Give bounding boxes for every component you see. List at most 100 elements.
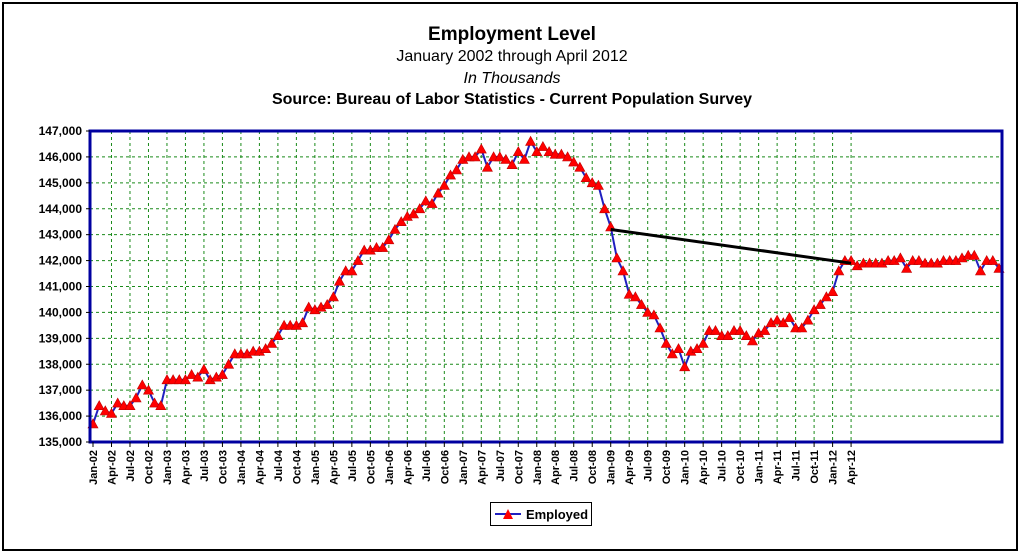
x-tick-label: Apr-06 <box>402 450 414 485</box>
data-point <box>198 363 210 374</box>
y-tick-label: 142,000 <box>39 254 83 268</box>
x-tick-label: Apr-11 <box>772 450 784 484</box>
data-point <box>130 392 142 403</box>
data-point <box>451 164 463 175</box>
data-point <box>124 400 136 411</box>
x-tick-label: Jan-09 <box>606 450 618 485</box>
data-point <box>623 288 635 299</box>
data-point <box>555 148 567 159</box>
x-tick-label: Jul-02 <box>125 450 137 482</box>
x-tick-label: Oct-05 <box>365 450 377 484</box>
data-point <box>512 146 524 156</box>
x-tick-label: Jan-05 <box>310 450 322 485</box>
data-point <box>389 223 401 234</box>
data-point <box>420 195 432 206</box>
chart-title: Employment Level <box>428 24 596 45</box>
data-point <box>783 311 795 322</box>
data-point <box>746 335 759 346</box>
data-point <box>679 361 691 372</box>
data-point <box>642 306 654 317</box>
data-point <box>149 397 161 408</box>
y-tick-label: 143,000 <box>39 228 83 242</box>
data-point <box>475 143 487 154</box>
x-tick-label: Jan-12 <box>828 450 840 485</box>
data-point <box>272 330 284 341</box>
data-point <box>562 151 574 162</box>
x-tick-label: Apr-12 <box>846 450 858 485</box>
data-point <box>759 324 771 335</box>
data-point <box>223 358 235 369</box>
data-point <box>142 384 155 395</box>
y-tick-label: 135,000 <box>39 435 83 449</box>
data-point <box>722 330 734 341</box>
data-point <box>105 407 118 418</box>
x-tick-label: Jan-03 <box>162 450 174 485</box>
data-point <box>525 135 537 146</box>
series-line-employed <box>92 139 1000 425</box>
data-point <box>346 265 358 276</box>
data-point <box>796 322 808 333</box>
x-tick-label: Jul-11 <box>791 450 803 481</box>
data-point <box>734 324 746 335</box>
data-point <box>974 265 987 276</box>
data-point <box>438 179 450 190</box>
data-point <box>407 208 420 219</box>
data-point <box>635 298 648 309</box>
x-tick-label: Jul-06 <box>421 450 433 482</box>
data-point <box>216 368 228 379</box>
data-point <box>586 177 598 188</box>
data-point <box>709 324 722 335</box>
x-tick-label: Oct-11 <box>809 450 821 484</box>
x-tick-label: Jan-11 <box>754 450 766 484</box>
chart-source: Source: Bureau of Labor Statistics - Cur… <box>271 91 753 108</box>
y-tick-label: 141,000 <box>39 280 83 294</box>
data-point <box>691 343 703 354</box>
data-point <box>266 337 278 348</box>
x-tick-label: Apr-03 <box>180 450 192 485</box>
data-point <box>136 379 148 390</box>
legend-swatch-employed <box>494 509 521 519</box>
x-tick-label: Jul-03 <box>199 450 211 482</box>
x-tick-label: Jul-04 <box>273 449 285 482</box>
x-tick-label: Oct-06 <box>439 450 451 484</box>
data-point <box>481 161 493 172</box>
data-point <box>426 197 438 208</box>
x-tick-label: Apr-04 <box>254 449 266 485</box>
x-tick-label: Jan-10 <box>680 450 692 485</box>
data-point <box>297 317 309 328</box>
data-point <box>179 374 191 385</box>
x-axis-ticks: Jan-02 Apr-02 Jul-02 Oct-02 Jan-03 Apr-03 Jul-… <box>88 442 858 485</box>
data-point <box>469 151 481 162</box>
data-point <box>913 254 925 265</box>
data-point <box>660 337 672 348</box>
x-tick-label: Oct-03 <box>217 450 229 484</box>
data-point <box>987 254 999 265</box>
data-point <box>777 317 789 328</box>
series-employed <box>87 135 1005 429</box>
annotation-layer <box>610 227 852 265</box>
y-tick-label: 138,000 <box>39 357 83 371</box>
data-point <box>808 304 820 315</box>
annotation-trend-line <box>610 227 852 265</box>
data-point <box>771 314 783 325</box>
data-point <box>574 161 586 172</box>
x-tick-label: Jan-07 <box>458 450 470 485</box>
data-point <box>99 405 111 416</box>
x-tick-label: Oct-10 <box>735 450 747 484</box>
data-point <box>666 348 678 359</box>
data-point <box>377 241 389 252</box>
x-tick-label: Jul-09 <box>643 450 655 482</box>
data-point <box>383 234 395 245</box>
data-point <box>611 252 623 263</box>
data-point <box>599 203 611 214</box>
chart-units: In Thousands <box>463 70 561 87</box>
y-axis-ticks: 135,000 136,000 137,000 138,000 139,000 140,0… <box>39 124 90 449</box>
data-point <box>814 298 826 309</box>
data-point <box>901 262 913 273</box>
data-point <box>629 291 641 302</box>
data-point <box>580 172 592 182</box>
x-tick-label: Apr-07 <box>476 450 488 485</box>
data-point <box>833 265 845 276</box>
x-tick-label: Jan-08 <box>532 450 544 485</box>
data-point <box>820 291 832 302</box>
